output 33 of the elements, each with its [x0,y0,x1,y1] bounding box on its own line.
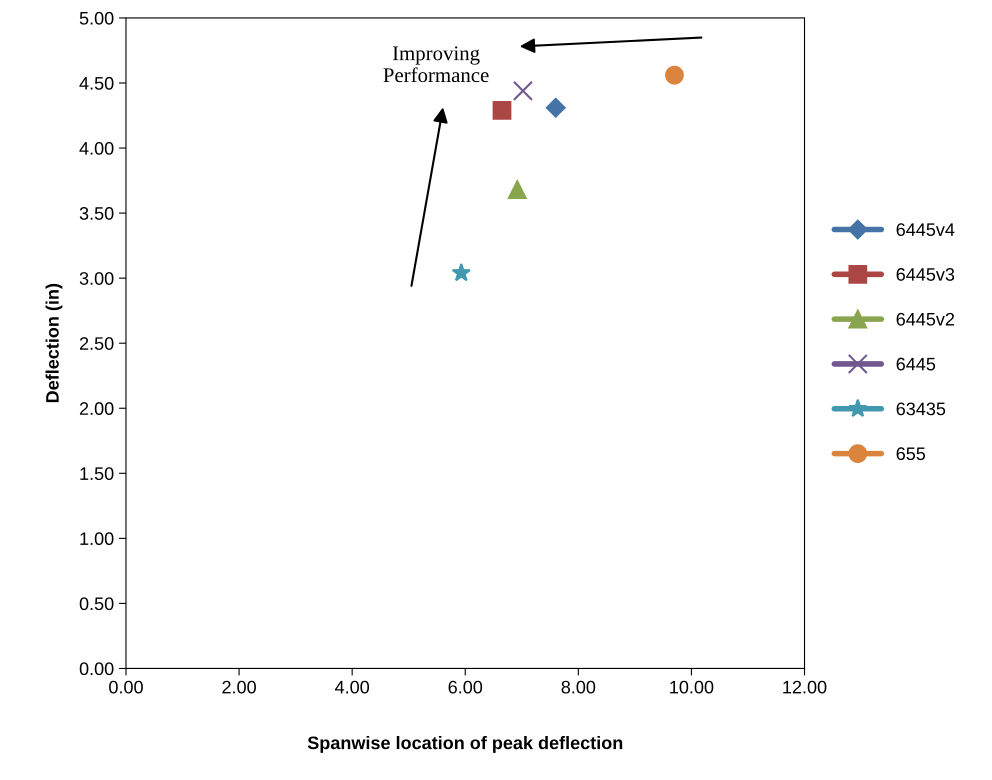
legend-label: 655 [896,447,926,460]
point [546,98,566,118]
y-tick-label: 4.00 [79,142,114,155]
y-tick-label: 2.00 [80,402,114,415]
x-tick-label: 8.00 [562,680,596,694]
x-tick-label: 6.00 [448,680,482,694]
point [512,80,533,101]
legend-label: 6445v4 [896,223,954,236]
y-tick-label: 0.50 [80,597,114,610]
y-tick-label: 4.50 [79,76,114,90]
x-tick-label: 4.00 [335,680,370,694]
point [665,66,684,85]
x-axis-title: Spanwise location of peak deflection [308,736,622,753]
legend-label: 6445 [896,358,936,370]
y-tick-label: 1.00 [80,532,114,546]
point [452,262,471,282]
legend-label: 6445v2 [896,312,954,326]
y-tick-label: 0.00 [80,662,114,676]
point [492,100,512,120]
x-tick-label: 0.00 [109,680,143,694]
legend-label: 63435 [896,402,946,416]
x-tick-label: 12.00 [783,680,826,694]
y-axis-title: Deflection (in) [46,284,62,402]
x-tick-label: 10.00 [670,680,714,694]
y-tick-label: 2.50 [80,337,114,350]
y-tick-label: 3.50 [80,207,114,220]
y-tick-label: 3.00 [80,272,114,285]
y-tick-label: 5.00 [80,12,114,25]
point [508,180,527,200]
y-tick-label: 1.50 [80,467,114,480]
x-tick-label: 2.00 [222,680,256,694]
annotation: Improving Performance [383,46,489,82]
legend-label: 6445v3 [896,268,954,281]
